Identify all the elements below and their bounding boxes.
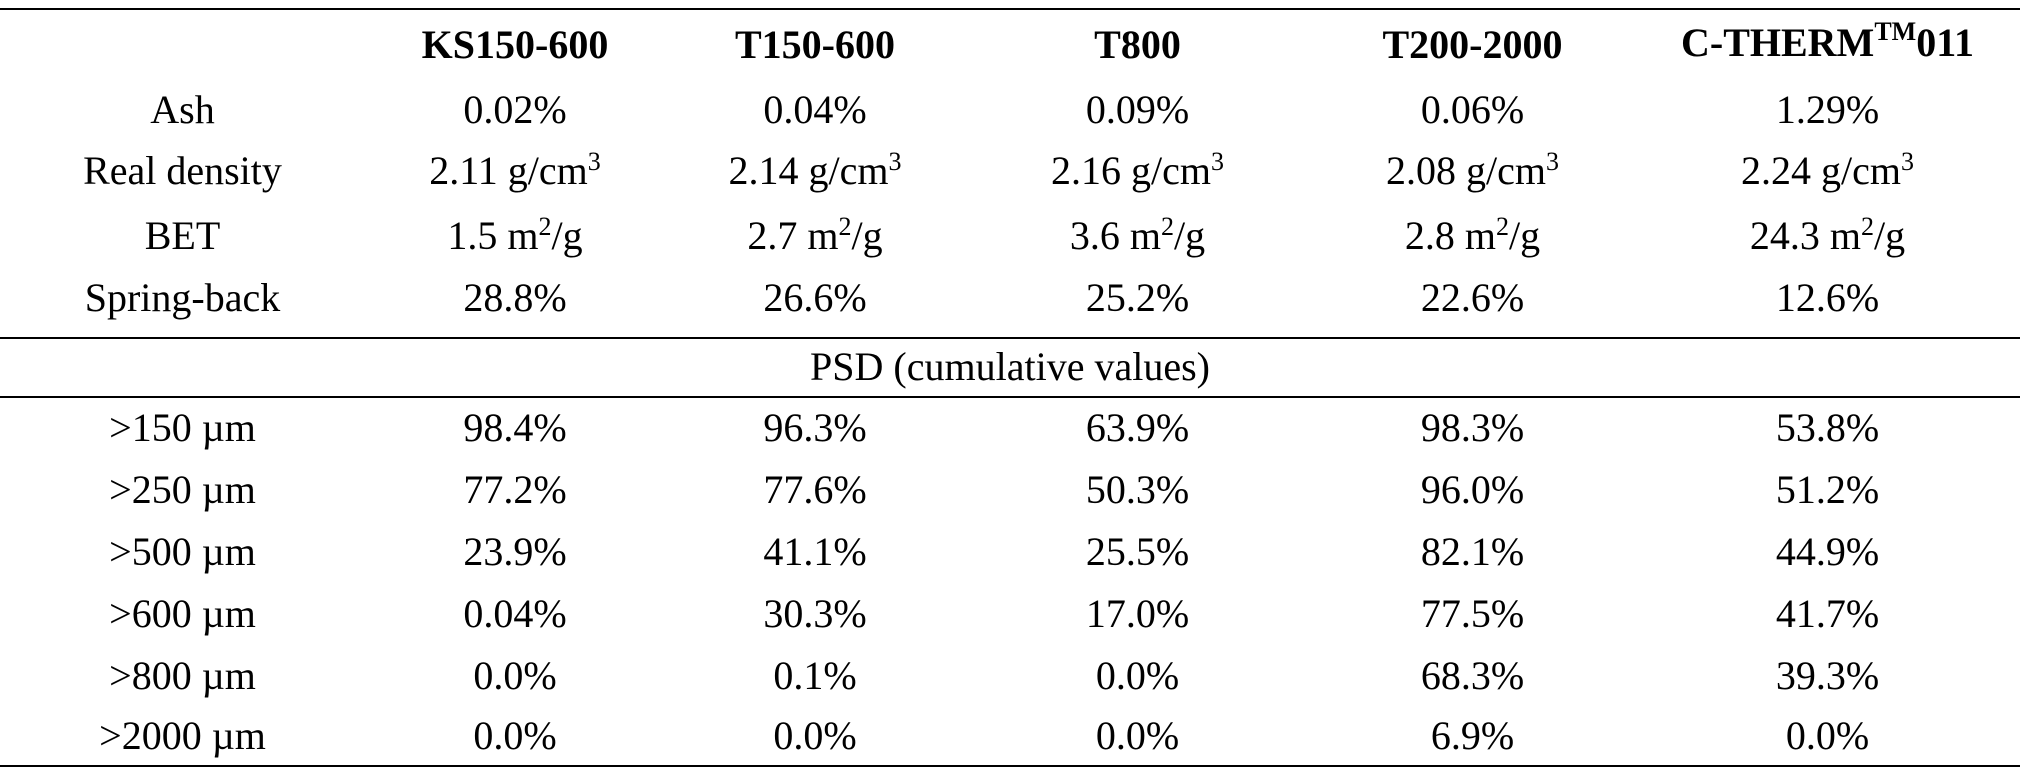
cell-value: 6.9%	[1430, 713, 1515, 758]
cell-value: 24.3 m2/g	[1749, 212, 1906, 258]
cell-value: 68.3%	[1420, 653, 1525, 698]
cell-value: 53.8%	[1775, 405, 1880, 450]
row-label: >800 µm	[109, 653, 256, 698]
row-label: Real density	[83, 148, 282, 193]
table-row-psd-250: >250 µm 77.2% 77.6% 50.3% 96.0% 51.2%	[0, 460, 2020, 520]
cell-value: 23.9%	[463, 529, 567, 574]
cell-value: 25.2%	[1085, 275, 1190, 320]
cell-value: 82.1%	[1420, 529, 1525, 574]
cell-value: 1.5 m2/g	[447, 212, 583, 258]
cell-value: 96.0%	[1420, 467, 1525, 512]
cell-value: 0.02%	[463, 87, 567, 132]
cell-value: 26.6%	[763, 275, 867, 320]
cell-value: 2.8 m2/g	[1404, 212, 1541, 258]
cell-value: 30.3%	[763, 591, 867, 636]
row-label: >600 µm	[109, 591, 256, 636]
cell-value: 25.5%	[1085, 529, 1190, 574]
psd-section-title: PSD (cumulative values)	[810, 344, 1210, 389]
table-header-row: KS150-600 T150-600 T800 T200-2000 C-THER…	[0, 15, 2020, 75]
header-ks150-600: KS150-600	[421, 22, 609, 67]
cell-value: 0.0%	[1095, 653, 1180, 698]
cell-value: 41.7%	[1775, 591, 1880, 636]
cell-value: 0.09%	[1085, 87, 1190, 132]
cell-value: 0.04%	[463, 591, 567, 636]
cell-value: 0.04%	[763, 87, 867, 132]
cell-value: 0.0%	[1785, 713, 1870, 758]
cell-value: 0.0%	[473, 653, 557, 698]
row-label: >150 µm	[109, 405, 256, 450]
cell-value: 0.0%	[773, 713, 857, 758]
cell-value: 2.14 g/cm3	[728, 147, 902, 193]
cell-value: 44.9%	[1775, 529, 1880, 574]
table-row-spring-back: Spring-back 28.8% 26.6% 25.2% 22.6% 12.6…	[0, 268, 2020, 328]
row-label: >250 µm	[109, 467, 256, 512]
table-top-rule	[0, 8, 2020, 10]
cell-value: 3.6 m2/g	[1069, 212, 1206, 258]
cell-value: 0.06%	[1420, 87, 1525, 132]
table-row-psd-600: >600 µm 0.04% 30.3% 17.0% 77.5% 41.7%	[0, 584, 2020, 644]
cell-value: 77.6%	[763, 467, 867, 512]
cell-value: 0.0%	[473, 713, 557, 758]
cell-value: 22.6%	[1420, 275, 1525, 320]
row-label: Spring-back	[84, 275, 281, 320]
section-divider	[0, 396, 2020, 398]
cell-value: 77.5%	[1420, 591, 1525, 636]
cell-value: 2.24 g/cm3	[1741, 147, 1914, 193]
cell-value: 0.0%	[1095, 713, 1180, 758]
cell-value: 2.08 g/cm3	[1386, 147, 1559, 193]
cell-value: 96.3%	[763, 405, 867, 450]
cell-value: 98.4%	[463, 405, 567, 450]
cell-value: 63.9%	[1085, 405, 1190, 450]
header-t200-2000: T200-2000	[1382, 22, 1563, 67]
table-row-bet: BET 1.5 m2/g 2.7 m2/g 3.6 m2/g 2.8 m2/g …	[0, 206, 2020, 266]
row-label: BET	[144, 213, 221, 258]
cell-value: 2.7 m2/g	[747, 212, 883, 258]
header-c-therm-011: C-THERMTM011	[1680, 16, 1974, 65]
header-t800: T800	[1094, 22, 1181, 67]
cell-value: 28.8%	[463, 275, 567, 320]
header-t150-600: T150-600	[735, 22, 895, 67]
table-row-psd-150: >150 µm 98.4% 96.3% 63.9% 98.3% 53.8%	[0, 398, 2020, 458]
cell-value: 17.0%	[1085, 591, 1190, 636]
row-label: Ash	[150, 87, 215, 132]
table-row-real-density: Real density 2.11 g/cm3 2.14 g/cm3 2.16 …	[0, 141, 2020, 201]
cell-value: 98.3%	[1420, 405, 1525, 450]
cell-value: 12.6%	[1775, 275, 1880, 320]
table-row-psd-800: >800 µm 0.0% 0.1% 0.0% 68.3% 39.3%	[0, 646, 2020, 706]
cell-value: 2.11 g/cm3	[429, 147, 601, 193]
row-label: >2000 µm	[99, 713, 266, 758]
table-row-psd-500: >500 µm 23.9% 41.1% 25.5% 82.1% 44.9%	[0, 522, 2020, 582]
cell-value: 39.3%	[1775, 653, 1880, 698]
cell-value: 0.1%	[773, 653, 857, 698]
cell-value: 2.16 g/cm3	[1051, 147, 1224, 193]
section-divider	[0, 337, 2020, 339]
cell-value: 51.2%	[1775, 467, 1880, 512]
cell-value: 41.1%	[763, 529, 867, 574]
cell-value: 77.2%	[463, 467, 567, 512]
table-bottom-rule	[0, 765, 2020, 767]
table-row-ash: Ash 0.02% 0.04% 0.09% 0.06% 1.29%	[0, 80, 2020, 140]
cell-value: 50.3%	[1085, 467, 1190, 512]
table-row-psd-2000: >2000 µm 0.0% 0.0% 0.0% 6.9% 0.0%	[0, 706, 2020, 766]
cell-value: 1.29%	[1775, 87, 1880, 132]
row-label: >500 µm	[109, 529, 256, 574]
